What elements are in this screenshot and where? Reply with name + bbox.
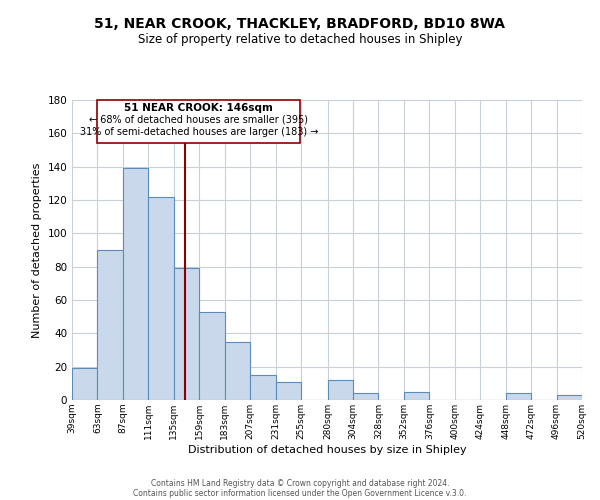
- FancyBboxPatch shape: [97, 100, 300, 144]
- Text: ← 68% of detached houses are smaller (395): ← 68% of detached houses are smaller (39…: [89, 115, 308, 125]
- Text: Size of property relative to detached houses in Shipley: Size of property relative to detached ho…: [138, 32, 462, 46]
- Text: Contains public sector information licensed under the Open Government Licence v.: Contains public sector information licen…: [133, 488, 467, 498]
- Text: Contains HM Land Registry data © Crown copyright and database right 2024.: Contains HM Land Registry data © Crown c…: [151, 478, 449, 488]
- Bar: [275, 382, 301, 400]
- Bar: [250, 375, 275, 400]
- Bar: [199, 312, 224, 400]
- X-axis label: Distribution of detached houses by size in Shipley: Distribution of detached houses by size …: [188, 444, 466, 454]
- Text: 51, NEAR CROOK, THACKLEY, BRADFORD, BD10 8WA: 51, NEAR CROOK, THACKLEY, BRADFORD, BD10…: [95, 18, 505, 32]
- Text: 31% of semi-detached houses are larger (183) →: 31% of semi-detached houses are larger (…: [80, 126, 318, 136]
- Bar: [353, 394, 379, 400]
- Bar: [557, 395, 582, 400]
- Bar: [328, 380, 353, 400]
- Bar: [404, 392, 430, 400]
- Y-axis label: Number of detached properties: Number of detached properties: [32, 162, 42, 338]
- Bar: [123, 168, 148, 400]
- Bar: [97, 250, 123, 400]
- Bar: [148, 196, 174, 400]
- Bar: [224, 342, 250, 400]
- Bar: [72, 368, 97, 400]
- Text: 51 NEAR CROOK: 146sqm: 51 NEAR CROOK: 146sqm: [124, 104, 273, 114]
- Bar: [506, 394, 531, 400]
- Bar: [174, 268, 199, 400]
